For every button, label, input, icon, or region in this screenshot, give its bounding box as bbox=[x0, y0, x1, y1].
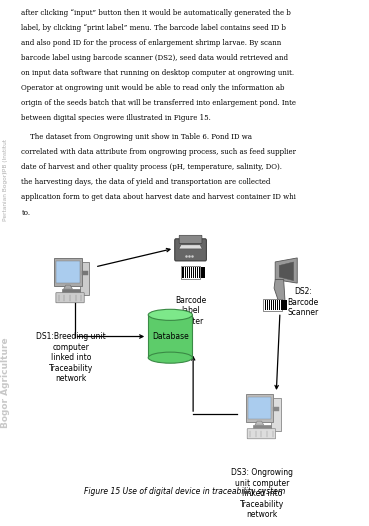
Text: the harvesting days, the data of yield and transportation are collected: the harvesting days, the data of yield a… bbox=[21, 178, 271, 186]
Text: between digital species were illustrated in Figure 15.: between digital species were illustrated… bbox=[21, 114, 211, 123]
Text: origin of the seeds batch that will be transferred into enlargement pond. Inte: origin of the seeds batch that will be t… bbox=[21, 99, 296, 107]
Ellipse shape bbox=[148, 309, 192, 320]
Text: application form to get data about harvest date and harvest container ID whi: application form to get data about harve… bbox=[21, 194, 296, 201]
FancyBboxPatch shape bbox=[247, 429, 276, 439]
FancyBboxPatch shape bbox=[281, 300, 283, 310]
FancyBboxPatch shape bbox=[283, 300, 284, 310]
FancyBboxPatch shape bbox=[263, 299, 282, 311]
Text: IPB (Institut: IPB (Institut bbox=[3, 139, 8, 173]
FancyBboxPatch shape bbox=[54, 258, 82, 286]
Text: correlated with data attribute from ongrowing process, such as feed supplier: correlated with data attribute from ongr… bbox=[21, 148, 296, 156]
FancyBboxPatch shape bbox=[190, 267, 192, 278]
FancyBboxPatch shape bbox=[271, 300, 272, 310]
FancyBboxPatch shape bbox=[201, 267, 203, 278]
Text: DS2:
Barcode
Scanner: DS2: Barcode Scanner bbox=[287, 287, 318, 317]
FancyBboxPatch shape bbox=[195, 267, 196, 278]
Text: and also pond ID for the process of enlargement shrimp larvae. By scann: and also pond ID for the process of enla… bbox=[21, 39, 282, 47]
Ellipse shape bbox=[148, 352, 192, 363]
Text: label, by clicking “print label” menu. The barcode label contains seed ID b: label, by clicking “print label” menu. T… bbox=[21, 24, 286, 32]
Polygon shape bbox=[274, 280, 285, 302]
FancyBboxPatch shape bbox=[56, 261, 80, 283]
FancyBboxPatch shape bbox=[62, 289, 80, 292]
Text: The dataset from Ongrowing unit show in Table 6. Pond ID wa: The dataset from Ongrowing unit show in … bbox=[21, 133, 252, 141]
FancyBboxPatch shape bbox=[82, 271, 88, 275]
FancyBboxPatch shape bbox=[275, 300, 276, 310]
FancyBboxPatch shape bbox=[273, 407, 279, 411]
Text: barcode label using barcode scanner (DS2), seed data would retrieved and: barcode label using barcode scanner (DS2… bbox=[21, 54, 288, 62]
Text: after clicking “input” button then it would be automatically generated the b: after clicking “input” button then it wo… bbox=[21, 8, 291, 16]
FancyBboxPatch shape bbox=[189, 267, 190, 278]
FancyBboxPatch shape bbox=[186, 267, 188, 278]
FancyBboxPatch shape bbox=[56, 292, 84, 303]
FancyBboxPatch shape bbox=[245, 394, 273, 422]
FancyBboxPatch shape bbox=[175, 239, 206, 261]
FancyBboxPatch shape bbox=[199, 267, 200, 278]
FancyBboxPatch shape bbox=[265, 300, 266, 310]
Text: DS1:Breeding unit
computer
linked into
Traceability
network: DS1:Breeding unit computer linked into T… bbox=[36, 332, 106, 383]
FancyBboxPatch shape bbox=[182, 267, 184, 278]
Text: Barcode
label
printer: Barcode label printer bbox=[175, 296, 206, 326]
FancyBboxPatch shape bbox=[185, 267, 186, 278]
FancyBboxPatch shape bbox=[286, 300, 287, 310]
Polygon shape bbox=[279, 262, 294, 280]
Text: date of harvest and other quality process (pH, temperature, salinity, DO).: date of harvest and other quality proces… bbox=[21, 163, 282, 171]
Polygon shape bbox=[63, 285, 72, 289]
FancyBboxPatch shape bbox=[80, 262, 89, 295]
FancyBboxPatch shape bbox=[267, 300, 268, 310]
FancyBboxPatch shape bbox=[197, 267, 198, 278]
FancyBboxPatch shape bbox=[193, 267, 194, 278]
Text: Figure 15 Use of digital device in traceability system: Figure 15 Use of digital device in trace… bbox=[85, 487, 286, 495]
FancyBboxPatch shape bbox=[273, 300, 275, 310]
FancyBboxPatch shape bbox=[272, 398, 281, 431]
Text: Operator at ongrowing unit would be able to read only the information ab: Operator at ongrowing unit would be able… bbox=[21, 84, 285, 92]
FancyBboxPatch shape bbox=[279, 300, 280, 310]
Text: to.: to. bbox=[21, 208, 30, 217]
FancyBboxPatch shape bbox=[253, 424, 272, 428]
Text: on input data software that running on desktop computer at ongrowing unit.: on input data software that running on d… bbox=[21, 69, 294, 77]
FancyBboxPatch shape bbox=[277, 300, 279, 310]
FancyBboxPatch shape bbox=[181, 266, 200, 279]
Text: Bogor Agriculture: Bogor Agriculture bbox=[1, 338, 10, 428]
Polygon shape bbox=[275, 258, 297, 283]
Polygon shape bbox=[255, 421, 264, 425]
Text: Database: Database bbox=[152, 332, 189, 341]
Polygon shape bbox=[148, 315, 192, 358]
Text: DS3: Ongrowing
unit computer
linked into
Traceability
network: DS3: Ongrowing unit computer linked into… bbox=[231, 469, 293, 519]
Text: Pertanian Bogor): Pertanian Bogor) bbox=[3, 171, 8, 221]
FancyBboxPatch shape bbox=[203, 267, 205, 278]
FancyBboxPatch shape bbox=[248, 398, 271, 419]
Polygon shape bbox=[179, 245, 202, 249]
FancyBboxPatch shape bbox=[179, 235, 202, 244]
FancyBboxPatch shape bbox=[269, 300, 270, 310]
